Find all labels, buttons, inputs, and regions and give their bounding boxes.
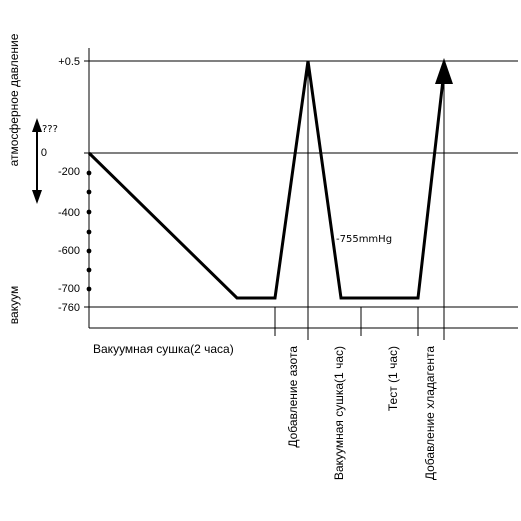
phase-label-vacuum-drying-1h: Вакуумная сушка(1 час) — [332, 346, 346, 480]
tick-label-minus-600: -600 — [58, 245, 80, 257]
pressure-curve — [87, 60, 446, 300]
vacuum-dot — [86, 189, 92, 195]
phase-label-test-1h: Тест (1 час) — [386, 346, 400, 411]
vacuum-dot — [86, 248, 92, 254]
vacuum-dot — [86, 229, 92, 235]
vacuum-dots — [86, 170, 92, 292]
vacuum-dot — [86, 209, 92, 215]
vacuum-dot — [86, 170, 92, 176]
vacuum-value-annotation: -755mmHg — [336, 234, 392, 245]
vacuum-dot — [86, 267, 92, 273]
phase-label-vacuum-drying-2h: Вакуумная сушка(2 часа) — [93, 342, 234, 356]
phase-label-refrigerant-add: Добавление хладагента — [423, 346, 437, 480]
tick-label-zero: 0 — [41, 147, 47, 159]
unknown-range-arrow-icon — [32, 118, 42, 204]
tick-label-minus-700: -700 — [58, 283, 80, 295]
phase-label-nitrogen-add: Добавление азота — [286, 346, 300, 448]
tick-label-plus-0-5: +0.5 — [58, 56, 80, 68]
tick-label-minus-200: -200 — [58, 166, 80, 178]
unknown-marker: ??? — [42, 124, 58, 135]
tick-label-minus-400: -400 — [58, 207, 80, 219]
vacuum-dot — [86, 286, 92, 292]
axis-label-atmospheric: атмосферное давление — [7, 33, 21, 166]
tick-label-minus-760: -760 — [58, 302, 80, 314]
axis-label-vacuum: вакуум — [7, 286, 21, 324]
